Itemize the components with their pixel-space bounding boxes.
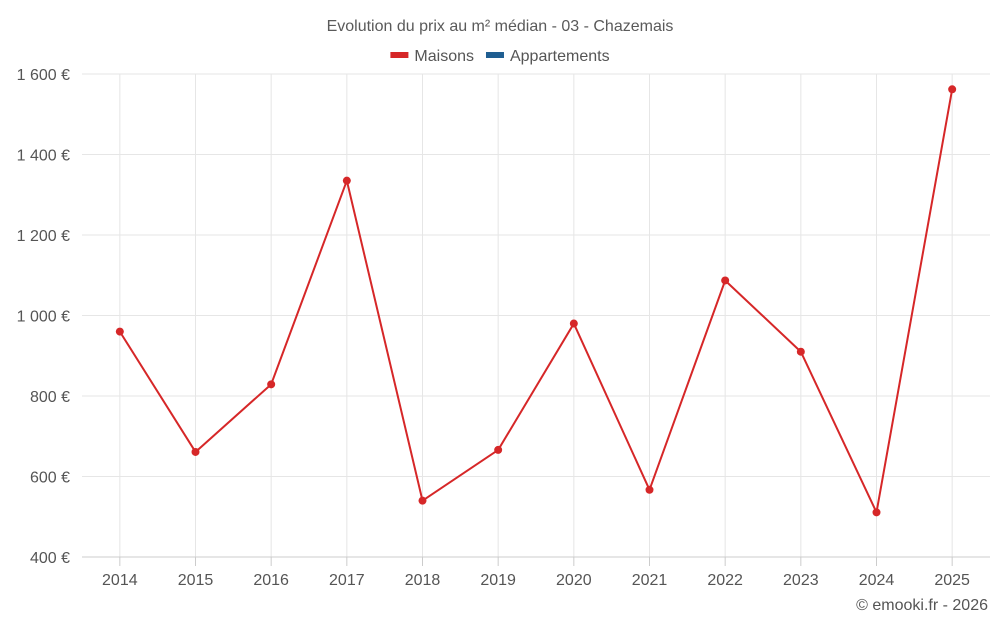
y-tick-label: 400 € xyxy=(30,550,70,567)
data-point[interactable] xyxy=(115,327,124,336)
y-tick-label: 1 200 € xyxy=(17,228,70,245)
legend-label: Appartements xyxy=(510,48,610,65)
x-tick-label: 2025 xyxy=(934,572,970,589)
credit-text: © emooki.fr - 2026 xyxy=(856,597,988,614)
data-point[interactable] xyxy=(494,445,503,454)
x-tick-label: 2022 xyxy=(707,572,743,589)
series-line-maisons xyxy=(118,89,954,514)
y-tick-label: 1 400 € xyxy=(17,148,70,165)
data-point[interactable] xyxy=(721,276,730,285)
data-point[interactable] xyxy=(191,447,200,456)
x-tick-label: 2014 xyxy=(102,572,138,589)
series-layer xyxy=(115,85,957,517)
x-tick-label: 2023 xyxy=(783,572,819,589)
x-tick-label: 2017 xyxy=(329,572,365,589)
x-tick-label: 2015 xyxy=(178,572,214,589)
x-tick-label: 2019 xyxy=(480,572,516,589)
legend-item-appartements[interactable]: Appartements xyxy=(485,48,610,65)
y-tick-label: 600 € xyxy=(30,470,70,487)
grid xyxy=(82,73,990,558)
legend-item-maisons[interactable]: Maisons xyxy=(390,48,474,65)
data-point[interactable] xyxy=(267,380,276,389)
data-point[interactable] xyxy=(569,319,578,328)
y-tick-label: 800 € xyxy=(30,389,70,406)
x-tick-label: 2016 xyxy=(253,572,289,589)
legend-label: Maisons xyxy=(414,48,474,65)
y-axis: 400 € 600 € 800 € 1 000 € 1 200 € 1 400 € 1 60… xyxy=(17,67,70,567)
legend-swatch xyxy=(485,52,504,58)
data-point[interactable] xyxy=(948,85,957,94)
data-point[interactable] xyxy=(418,496,427,505)
x-axis: 2014 2015 2016 2017 2018 2019 2020 2021 2022 2023… xyxy=(82,556,990,589)
chart-title: Evolution du prix au m² médian - 03 - Ch… xyxy=(327,18,674,35)
x-tick-label: 2020 xyxy=(556,572,592,589)
data-point[interactable] xyxy=(645,485,654,494)
data-point[interactable] xyxy=(872,508,881,517)
legend-swatch xyxy=(390,52,409,58)
data-point[interactable] xyxy=(796,347,805,356)
x-tick-label: 2024 xyxy=(859,572,895,589)
y-tick-label: 1 000 € xyxy=(17,309,70,326)
x-tick-label: 2021 xyxy=(632,572,668,589)
x-tick-label: 2018 xyxy=(405,572,441,589)
legend[interactable]: Maisons Appartements xyxy=(390,48,610,65)
y-tick-label: 1 600 € xyxy=(17,67,70,84)
data-point[interactable] xyxy=(342,176,351,185)
